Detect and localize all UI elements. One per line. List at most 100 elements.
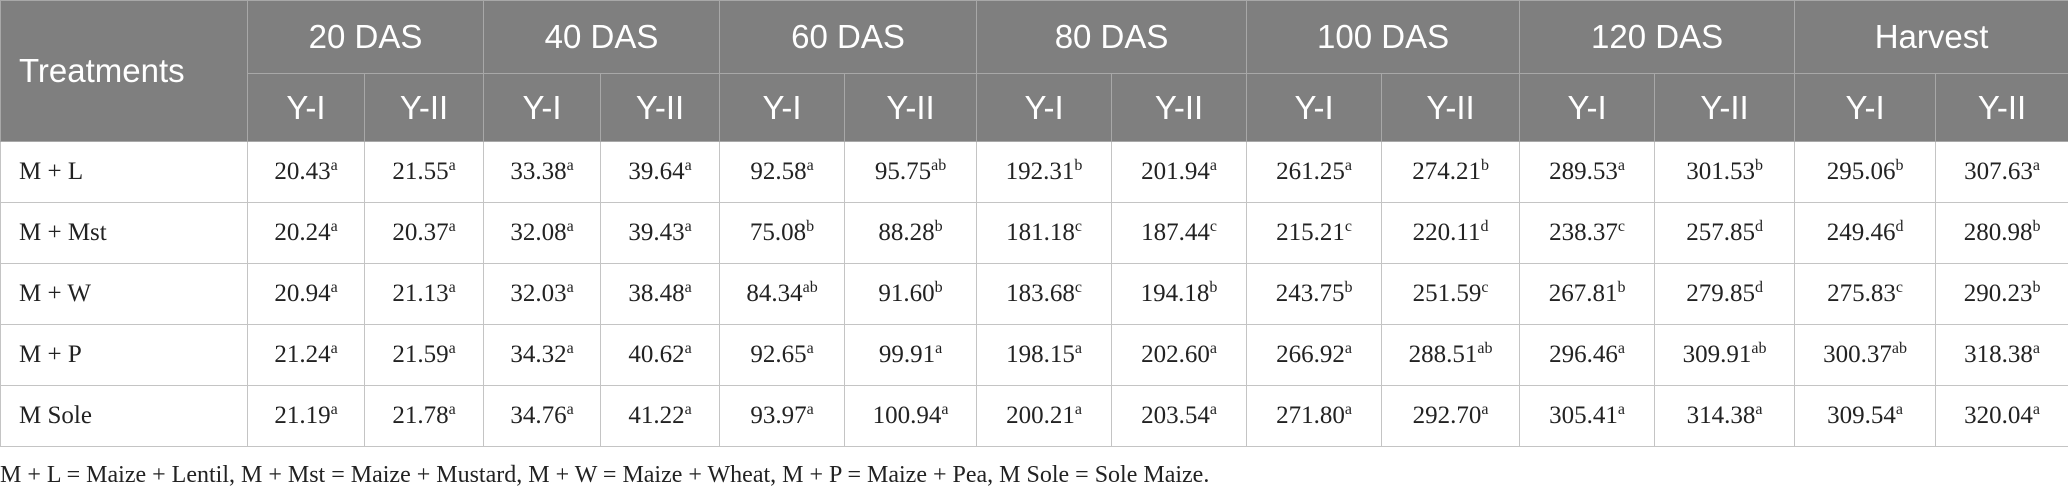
value: 292.70 bbox=[1412, 402, 1482, 429]
significance-letter: a bbox=[684, 218, 692, 235]
value: 41.22 bbox=[628, 402, 685, 429]
subheader: Y-II bbox=[1654, 73, 1796, 142]
value-cell: 41.22a bbox=[600, 385, 721, 447]
significance-letter: a bbox=[330, 279, 338, 296]
value-cell: 20.94a bbox=[247, 263, 365, 325]
value: 181.18 bbox=[1006, 219, 1075, 246]
value-cell: 292.70a bbox=[1381, 385, 1521, 447]
significance-letter: c bbox=[1209, 218, 1217, 235]
value: 320.04 bbox=[1964, 402, 2033, 429]
significance-letter: a bbox=[806, 401, 814, 418]
value-cell: 220.11d bbox=[1381, 202, 1521, 264]
significance-letter: a bbox=[1617, 340, 1625, 357]
value-cell: 91.60b bbox=[844, 263, 978, 325]
value: 20.37 bbox=[392, 219, 449, 246]
group-header: 80 DAS bbox=[976, 0, 1248, 74]
significance-letter: b bbox=[934, 218, 943, 235]
significance-letter: b bbox=[1209, 279, 1218, 296]
value: 309.54 bbox=[1827, 402, 1896, 429]
value-cell: 21.19a bbox=[247, 385, 365, 447]
group-header: Harvest bbox=[1794, 0, 2068, 74]
subheader: Y-I bbox=[1794, 73, 1937, 142]
subheader: Y-II bbox=[600, 73, 721, 142]
subheader: Y-I bbox=[1246, 73, 1383, 142]
value: 275.83 bbox=[1827, 280, 1896, 307]
significance-letter: a bbox=[1617, 401, 1625, 418]
value: 33.38 bbox=[510, 158, 567, 185]
value-cell: 320.04a bbox=[1935, 385, 2068, 447]
value: 201.94 bbox=[1141, 158, 1210, 185]
significance-letter: d bbox=[1754, 279, 1763, 296]
significance-letter: ab bbox=[1891, 340, 1907, 357]
value-cell: 289.53a bbox=[1519, 141, 1656, 203]
value-cell: 296.46a bbox=[1519, 324, 1656, 386]
value: 266.92 bbox=[1276, 341, 1345, 368]
value-cell: 20.24a bbox=[247, 202, 365, 264]
significance-letter: b bbox=[1480, 157, 1489, 174]
significance-letter: a bbox=[1209, 340, 1217, 357]
value-cell: 84.34ab bbox=[719, 263, 846, 325]
value: 314.38 bbox=[1686, 402, 1756, 429]
value-cell: 95.75ab bbox=[844, 141, 978, 203]
significance-letter: a bbox=[330, 157, 338, 174]
value-cell: 200.21a bbox=[976, 385, 1113, 447]
significance-letter: b bbox=[2032, 279, 2041, 296]
value-cell: 93.97a bbox=[719, 385, 846, 447]
value-cell: 88.28b bbox=[844, 202, 978, 264]
value: 20.24 bbox=[274, 219, 331, 246]
value-cell: 21.78a bbox=[363, 385, 485, 447]
value: 318.38 bbox=[1964, 341, 2033, 368]
significance-letter: c bbox=[1344, 218, 1352, 235]
table-row: M + Mst 20.24a 20.37a 32.08a 39.43a 75.08b 88.… bbox=[0, 202, 2068, 264]
value: 92.58 bbox=[750, 158, 807, 185]
significance-letter: c bbox=[1895, 279, 1903, 296]
significance-letter: a bbox=[1209, 157, 1217, 174]
value: 187.44 bbox=[1141, 219, 1210, 246]
group-header: 100 DAS bbox=[1246, 0, 1521, 74]
significance-letter: b bbox=[2032, 218, 2041, 235]
treatment-cell: M + P bbox=[0, 324, 248, 386]
value-cell: 309.91ab bbox=[1654, 324, 1796, 386]
value-cell: 32.03a bbox=[483, 263, 602, 325]
value: 251.59 bbox=[1412, 280, 1482, 307]
significance-letter: d bbox=[1480, 218, 1489, 235]
value: 21.55 bbox=[392, 158, 449, 185]
value: 220.11 bbox=[1412, 219, 1481, 246]
significance-letter: a bbox=[1209, 401, 1217, 418]
value-cell: 181.18c bbox=[976, 202, 1113, 264]
treatment-cell: M Sole bbox=[0, 385, 248, 447]
value-cell: 100.94a bbox=[844, 385, 978, 447]
significance-letter: b bbox=[934, 279, 943, 296]
value-cell: 280.98b bbox=[1935, 202, 2068, 264]
significance-letter: a bbox=[1895, 401, 1903, 418]
group-header: 60 DAS bbox=[719, 0, 978, 74]
significance-letter: a bbox=[448, 218, 456, 235]
value: 21.19 bbox=[274, 402, 331, 429]
value-cell: 20.37a bbox=[363, 202, 485, 264]
value-cell: 279.85d bbox=[1654, 263, 1796, 325]
value: 192.31 bbox=[1005, 158, 1075, 185]
significance-letter: d bbox=[1754, 218, 1763, 235]
significance-letter: a bbox=[806, 157, 814, 174]
value-cell: 39.64a bbox=[600, 141, 721, 203]
value-cell: 243.75b bbox=[1246, 263, 1383, 325]
table-row: M Sole 21.19a 21.78a 34.76a 41.22a 93.97a 100.… bbox=[0, 385, 2068, 447]
value: 200.21 bbox=[1006, 402, 1075, 429]
value: 21.13 bbox=[392, 280, 449, 307]
value: 295.06 bbox=[1826, 158, 1896, 185]
significance-letter: b bbox=[1895, 157, 1904, 174]
value-cell: 92.65a bbox=[719, 324, 846, 386]
significance-letter: a bbox=[1481, 401, 1489, 418]
subheader: Y-I bbox=[483, 73, 602, 142]
value: 84.34 bbox=[746, 280, 803, 307]
value-cell: 300.37ab bbox=[1794, 324, 1937, 386]
significance-letter: a bbox=[330, 401, 338, 418]
value: 75.08 bbox=[749, 219, 807, 246]
subheader: Y-I bbox=[1519, 73, 1656, 142]
value-cell: 39.43a bbox=[600, 202, 721, 264]
value-cell: 75.08b bbox=[719, 202, 846, 264]
value-cell: 21.24a bbox=[247, 324, 365, 386]
value: 34.32 bbox=[510, 341, 567, 368]
treatment-cell: M + L bbox=[0, 141, 248, 203]
value: 39.43 bbox=[628, 219, 685, 246]
